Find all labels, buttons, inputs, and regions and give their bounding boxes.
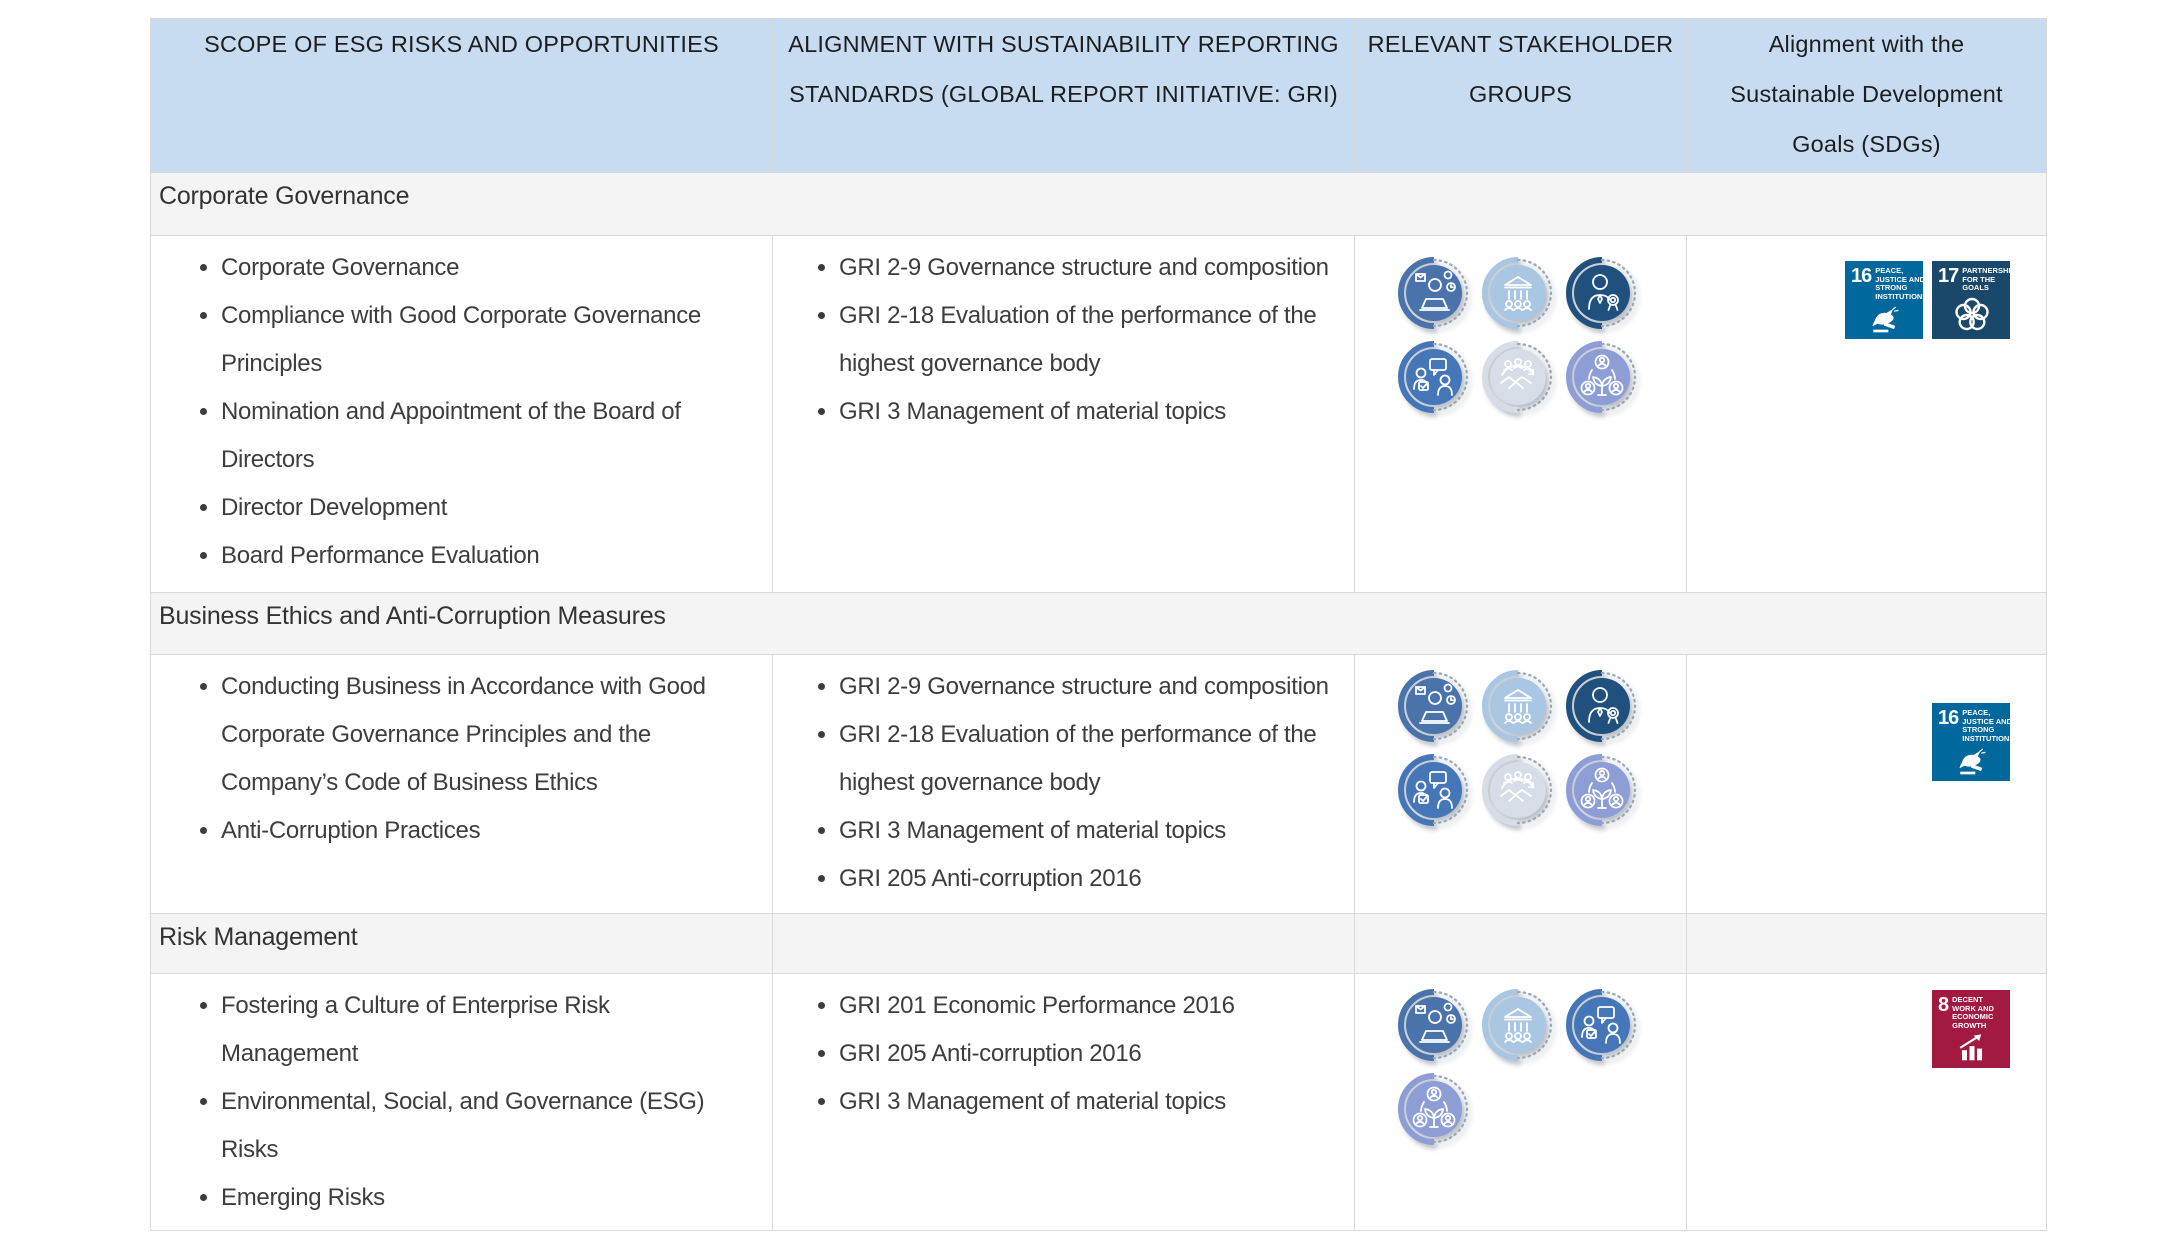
gri-list: GRI 2-9 Governance structure and composi… <box>773 236 1354 444</box>
sdg-cell: 8 DECENT WORK AND ECONOMIC GROWTH <box>1686 973 2047 1231</box>
header-scope: SCOPE OF ESG RISKS AND OPPORTUNITIES <box>150 18 773 173</box>
header-stakeholder-groups: RELEVANT STAKEHOLDER GROUPS <box>1354 18 1687 173</box>
gri-item: GRI 3 Management of material topics <box>839 807 1348 855</box>
handshake-partnership-icon <box>1481 754 1552 826</box>
esg-materiality-table: SCOPE OF ESG RISKS AND OPPORTUNITIES ALI… <box>150 18 2047 1231</box>
sdg-8-tile: 8 DECENT WORK AND ECONOMIC GROWTH <box>1932 990 2010 1068</box>
scope-cell: Corporate Governance Compliance with Goo… <box>150 235 773 593</box>
people-dialogue-icon <box>1397 754 1468 826</box>
stakeholder-cell <box>1354 235 1687 593</box>
gri-item: GRI 2-18 Evaluation of the performance o… <box>839 711 1348 807</box>
community-growth-icon <box>1565 754 1636 826</box>
table-header-row: SCOPE OF ESG RISKS AND OPPORTUNITIES ALI… <box>150 18 2047 173</box>
scope-item: Anti-Corruption Practices <box>221 807 752 855</box>
sdg-number: 8 <box>1938 994 1949 1016</box>
gri-item: GRI 201 Economic Performance 2016 <box>839 982 1348 1030</box>
gri-item: GRI 2-9 Governance structure and composi… <box>839 244 1348 292</box>
scope-item: Director Development <box>221 484 752 532</box>
employee-workstation-icon <box>1397 670 1468 742</box>
sdg-tile-header: 17 PARTNERSHIPS FOR THE GOALS <box>1938 265 2020 293</box>
stakeholder-cell <box>1354 654 1687 914</box>
gri-item: GRI 2-18 Evaluation of the performance o… <box>839 292 1348 388</box>
community-growth-icon <box>1397 1073 1468 1145</box>
sdg-tile-header: 8 DECENT WORK AND ECONOMIC GROWTH <box>1938 994 2005 1031</box>
gri-list: GRI 201 Economic Performance 2016 GRI 20… <box>773 974 1354 1134</box>
institution-building-icon <box>1481 670 1552 742</box>
scope-item: Corporate Governance <box>221 244 752 292</box>
scope-item: Nomination and Appointment of the Board … <box>221 388 752 484</box>
sdg-label: DECENT WORK AND ECONOMIC GROWTH <box>1952 995 1994 1030</box>
employee-workstation-icon <box>1397 989 1468 1061</box>
dove-on-gavel-icon <box>1958 747 1986 775</box>
section-title: Risk Management <box>150 913 773 974</box>
section-empty-cell <box>772 913 1355 974</box>
institution-building-icon <box>1481 257 1552 329</box>
people-dialogue-icon <box>1397 341 1468 413</box>
community-growth-icon <box>1565 341 1636 413</box>
content-row-risk-management: Fostering a Culture of Enterprise Risk M… <box>150 973 2047 1231</box>
sdg-label: PEACE, JUSTICE AND STRONG INSTITUTIONS <box>1875 266 1928 301</box>
scope-cell: Fostering a Culture of Enterprise Risk M… <box>150 973 773 1231</box>
sdg-label: PEACE, JUSTICE AND STRONG INSTITUTIONS <box>1962 708 2015 743</box>
scope-item: Board Performance Evaluation <box>221 532 752 580</box>
sdg-16-tile: 16 PEACE, JUSTICE AND STRONG INSTITUTION… <box>1932 703 2014 781</box>
dove-on-gavel-icon <box>1871 305 1899 333</box>
gri-cell: GRI 2-9 Governance structure and composi… <box>772 654 1355 914</box>
sdg-tile-header: 16 PEACE, JUSTICE AND STRONG INSTITUTION… <box>1851 265 1927 302</box>
scope-cell: Conducting Business in Accordance with G… <box>150 654 773 914</box>
sdg-17-tile: 17 PARTNERSHIPS FOR THE GOALS <box>1932 261 2020 339</box>
sdg-label: PARTNERSHIPS FOR THE GOALS <box>1962 266 2021 293</box>
header-gri-alignment: ALIGNMENT WITH SUSTAINABILITY REPORTING … <box>772 18 1355 173</box>
scope-list: Corporate Governance Compliance with Goo… <box>151 236 772 588</box>
institution-building-icon <box>1481 989 1552 1061</box>
gri-item: GRI 3 Management of material topics <box>839 388 1348 436</box>
scope-item: Fostering a Culture of Enterprise Risk M… <box>221 982 752 1078</box>
gri-item: GRI 205 Anti-corruption 2016 <box>839 855 1348 903</box>
sdg-cell: 16 PEACE, JUSTICE AND STRONG INSTITUTION… <box>1686 654 2047 914</box>
sdg-number: 17 <box>1938 265 1959 287</box>
sdg-tile-header: 16 PEACE, JUSTICE AND STRONG INSTITUTION… <box>1938 707 2014 744</box>
gri-item: GRI 3 Management of material topics <box>839 1078 1348 1126</box>
sdg-number: 16 <box>1851 265 1872 287</box>
gri-item: GRI 205 Anti-corruption 2016 <box>839 1030 1348 1078</box>
scope-item: Compliance with Good Corporate Governanc… <box>221 292 752 388</box>
scope-item: Environmental, Social, and Governance (E… <box>221 1078 752 1174</box>
section-row-business-ethics: Business Ethics and Anti-Corruption Meas… <box>150 592 2047 655</box>
stakeholder-cell <box>1354 973 1687 1231</box>
section-row-risk-management: Risk Management <box>150 913 2047 974</box>
section-title: Corporate Governance <box>150 172 2047 236</box>
sdg-cell: 16 PEACE, JUSTICE AND STRONG INSTITUTION… <box>1686 235 2047 593</box>
gri-list: GRI 2-9 Governance structure and composi… <box>773 655 1354 911</box>
sdg-number: 16 <box>1938 707 1959 729</box>
scope-list: Fostering a Culture of Enterprise Risk M… <box>151 974 772 1230</box>
people-dialogue-icon <box>1565 989 1636 1061</box>
section-empty-cell <box>1686 913 2047 974</box>
header-sdg-alignment: Alignment with the Sustainable Developme… <box>1686 18 2047 173</box>
interlocking-circles-icon <box>1954 297 1989 331</box>
gri-cell: GRI 201 Economic Performance 2016 GRI 20… <box>772 973 1355 1231</box>
sdg-16-tile: 16 PEACE, JUSTICE AND STRONG INSTITUTION… <box>1845 261 1927 339</box>
person-certification-icon <box>1565 257 1636 329</box>
gri-item: GRI 2-9 Governance structure and composi… <box>839 663 1348 711</box>
scope-item: Emerging Risks <box>221 1174 752 1222</box>
content-row-business-ethics: Conducting Business in Accordance with G… <box>150 654 2047 914</box>
section-row-corporate-governance: Corporate Governance <box>150 172 2047 236</box>
growth-chart-icon <box>1958 1032 1983 1061</box>
scope-list: Conducting Business in Accordance with G… <box>151 655 772 863</box>
handshake-partnership-icon <box>1481 341 1552 413</box>
scope-item: Conducting Business in Accordance with G… <box>221 663 752 807</box>
employee-workstation-icon <box>1397 257 1468 329</box>
gri-cell: GRI 2-9 Governance structure and composi… <box>772 235 1355 593</box>
section-empty-cell <box>1354 913 1687 974</box>
section-title: Business Ethics and Anti-Corruption Meas… <box>150 592 2047 655</box>
content-row-corporate-governance: Corporate Governance Compliance with Goo… <box>150 235 2047 593</box>
person-certification-icon <box>1565 670 1636 742</box>
